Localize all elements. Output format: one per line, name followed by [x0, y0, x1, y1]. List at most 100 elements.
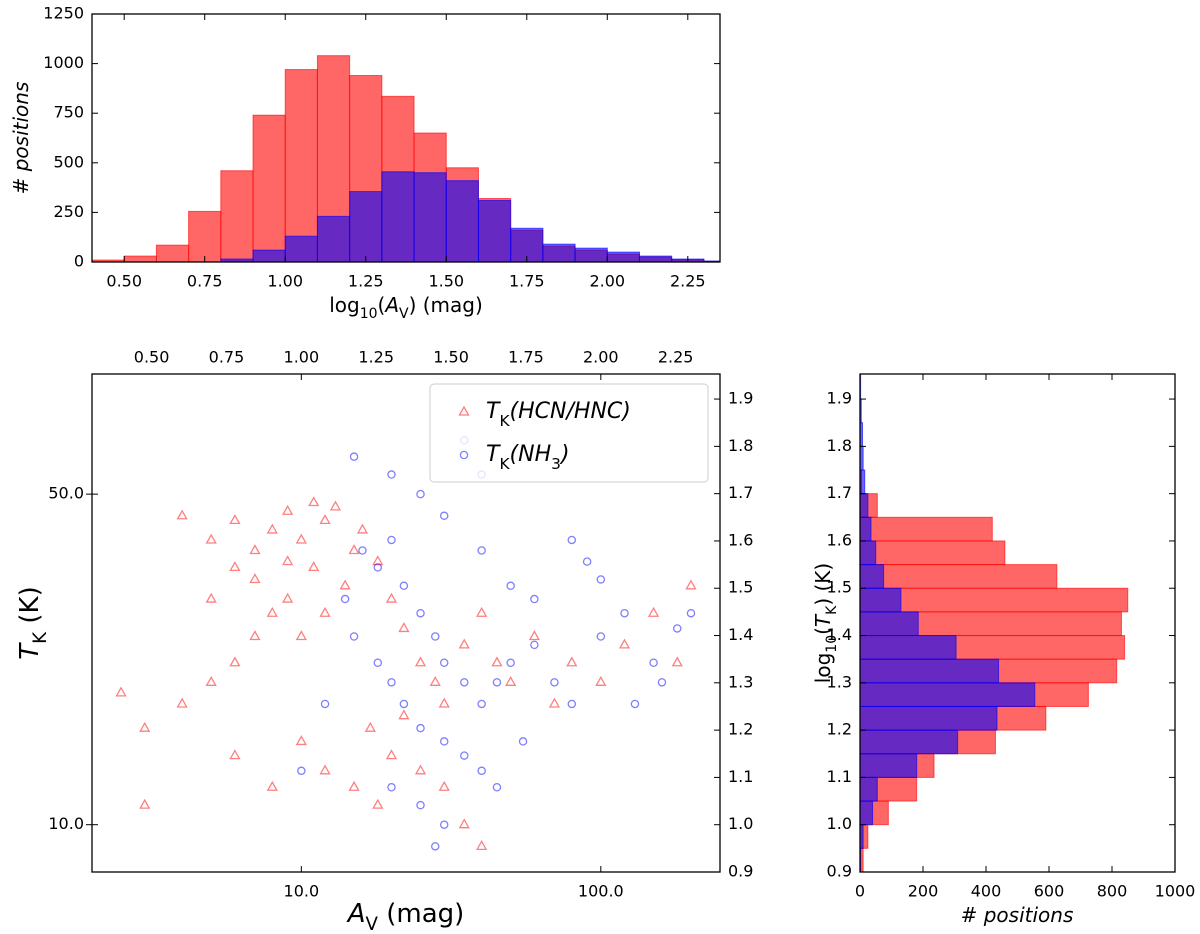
- scatter-point: [319, 514, 331, 525]
- scatter-point: [460, 678, 469, 687]
- top-histogram-frame: [91, 13, 721, 263]
- scatter-point: [439, 820, 449, 829]
- histogram-bar: [860, 776, 878, 802]
- y-tick-label: 1.9: [827, 389, 852, 408]
- legend-label-part: K: [499, 412, 510, 430]
- scatter-point: [358, 546, 367, 555]
- x-axis-label-part: A: [346, 899, 366, 929]
- scatter-point: [282, 592, 294, 603]
- scatter-frame: [91, 373, 721, 873]
- scatter-point: [416, 723, 425, 733]
- histogram-bar: [860, 753, 918, 778]
- scatter-point: [329, 500, 342, 511]
- histogram-bar: [860, 635, 957, 660]
- scatter-point: [414, 764, 427, 775]
- scatter-point: [414, 656, 427, 667]
- y2-tick-label: 1.4: [728, 625, 753, 644]
- scatter-point: [518, 737, 528, 746]
- scatter-point: [249, 630, 261, 641]
- x-tick-label: 400: [971, 882, 1002, 901]
- scatter-point: [416, 608, 425, 618]
- y-axis-label: # positions: [9, 82, 33, 195]
- y2-tick-label: 1.3: [728, 672, 753, 691]
- scatter-point: [387, 783, 396, 792]
- scatter-point: [647, 606, 660, 617]
- legend-marker: [458, 405, 470, 416]
- scatter-point: [620, 608, 629, 618]
- scatter-point: [492, 783, 502, 792]
- scatter-point: [567, 535, 577, 545]
- scatter-point: [505, 676, 517, 686]
- scatter-point: [530, 594, 539, 604]
- legend-label-part: 3: [551, 455, 561, 473]
- scatter-point: [582, 557, 592, 566]
- legend-label-part: ): [559, 442, 570, 467]
- x-tick-label: 100.0: [578, 882, 624, 901]
- y-tick-label: 750: [53, 103, 84, 122]
- legend-label-part: (HCN/HNC): [510, 399, 631, 424]
- histogram-bar: [477, 199, 512, 262]
- scatter-point: [385, 749, 398, 760]
- scatter-point: [249, 544, 261, 555]
- right-histogram-plot: [860, 374, 1129, 872]
- y-tick-label: 1.1: [827, 767, 852, 786]
- y-tick-label: 1.8: [827, 436, 852, 455]
- legend-label: TK(NH3): [486, 442, 570, 473]
- scatter-point: [205, 533, 217, 544]
- scatter-point: [458, 818, 470, 829]
- histogram-bar: [860, 611, 919, 637]
- x-axis-label-part: # positions: [961, 903, 1074, 927]
- histogram-bar: [860, 564, 1058, 589]
- scatter-point: [530, 640, 539, 650]
- histogram-bar: [860, 705, 998, 731]
- histogram-bar: [860, 800, 874, 826]
- legend-label-part: K: [499, 455, 510, 473]
- top-histogram-plot: [92, 55, 720, 262]
- scatter-point: [458, 638, 470, 649]
- scatter-point: [649, 658, 658, 668]
- scatter-point: [139, 721, 151, 732]
- scatter-point: [308, 496, 320, 507]
- histogram-bar: [860, 540, 877, 566]
- histogram-bar: [542, 243, 576, 262]
- x-tick-label: 1000: [1155, 882, 1196, 901]
- x-axis-label-part: 10: [360, 306, 378, 322]
- y-tick-label: 250: [53, 202, 84, 221]
- histogram-bar: [860, 587, 902, 613]
- histogram-bar: [413, 172, 447, 262]
- y2-tick-label: 1.7: [728, 483, 753, 502]
- legend-label-part: T: [486, 442, 501, 467]
- scatter-point: [492, 678, 502, 687]
- histogram-bar: [188, 210, 222, 262]
- scatter-point: [438, 780, 450, 791]
- scatter-point: [566, 656, 578, 667]
- histogram-bar: [860, 564, 885, 589]
- scatter-point: [477, 546, 486, 555]
- y-axis-label: TK (K): [15, 586, 51, 659]
- histogram-bar: [445, 180, 479, 262]
- scatter-point: [385, 592, 398, 603]
- scatter-point: [387, 678, 396, 687]
- histogram-bar: [349, 191, 383, 262]
- scatter-point: [282, 504, 294, 515]
- scatter-point: [439, 737, 449, 746]
- x-axis-label-part: (: [378, 293, 386, 317]
- scatter-point: [506, 658, 515, 668]
- y-tick-label: 1.6: [827, 530, 852, 549]
- scatter-point: [266, 606, 278, 617]
- histogram-bar: [860, 516, 993, 542]
- x-axis-label-part: V: [399, 306, 409, 322]
- x-axis-label-part: (mag): [378, 899, 464, 929]
- scatter-point: [685, 579, 697, 590]
- scatter-point: [348, 780, 360, 791]
- y-tick-label: 500: [53, 152, 84, 171]
- scatter-point: [176, 509, 188, 520]
- scatter-point: [476, 606, 488, 617]
- scatter-point: [429, 676, 441, 686]
- y-tick-label: 0: [74, 252, 84, 271]
- scatter-point: [506, 581, 515, 591]
- scatter-point: [491, 656, 503, 667]
- scatter-point: [657, 678, 667, 687]
- scatter-plot: [115, 435, 697, 851]
